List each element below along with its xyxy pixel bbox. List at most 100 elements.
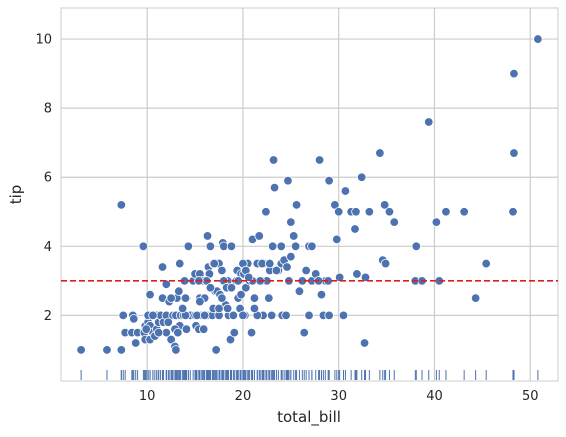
data-point bbox=[130, 338, 141, 348]
data-point bbox=[249, 293, 260, 303]
data-point bbox=[173, 327, 183, 338]
data-point bbox=[261, 207, 271, 217]
data-point bbox=[209, 258, 219, 269]
data-point bbox=[246, 327, 257, 338]
data-point bbox=[334, 272, 345, 283]
data-point bbox=[76, 345, 86, 355]
data-point bbox=[324, 175, 334, 186]
data-point bbox=[364, 207, 375, 217]
data-points bbox=[76, 34, 543, 355]
data-point bbox=[276, 241, 286, 252]
data-point bbox=[195, 296, 205, 307]
data-point bbox=[174, 286, 184, 296]
data-point bbox=[459, 207, 469, 217]
x-tick-label: 40 bbox=[426, 389, 443, 404]
data-point bbox=[138, 241, 149, 252]
data-point bbox=[286, 251, 296, 262]
data-point bbox=[181, 324, 192, 334]
y-tick-labels: 2 4 6 8 10 bbox=[35, 33, 52, 324]
plot-background bbox=[60, 7, 559, 382]
data-point bbox=[264, 293, 274, 303]
data-point bbox=[350, 224, 360, 234]
data-point bbox=[352, 269, 362, 279]
data-point bbox=[283, 175, 293, 186]
data-point bbox=[508, 207, 518, 217]
data-point bbox=[360, 272, 371, 283]
data-point bbox=[301, 265, 311, 276]
data-point bbox=[509, 68, 519, 79]
data-point bbox=[294, 286, 305, 296]
data-point bbox=[236, 289, 246, 300]
data-point bbox=[431, 217, 442, 227]
y-axis-label: tip bbox=[7, 185, 25, 205]
data-point bbox=[228, 310, 239, 321]
data-point bbox=[183, 241, 194, 252]
data-point bbox=[481, 258, 491, 269]
data-point bbox=[375, 148, 385, 158]
data-point bbox=[222, 303, 233, 314]
data-point bbox=[424, 117, 434, 127]
data-point bbox=[217, 293, 227, 303]
data-point bbox=[334, 207, 344, 217]
data-point bbox=[198, 324, 209, 334]
data-point bbox=[217, 265, 227, 276]
data-point bbox=[175, 258, 185, 269]
data-point bbox=[269, 182, 280, 193]
data-point bbox=[102, 345, 112, 355]
data-point bbox=[281, 310, 291, 321]
data-point bbox=[338, 310, 349, 321]
data-point bbox=[180, 293, 191, 303]
data-point bbox=[148, 310, 158, 321]
data-point bbox=[243, 272, 254, 283]
data-point bbox=[157, 262, 168, 272]
data-point bbox=[205, 283, 216, 293]
data-point bbox=[332, 234, 342, 245]
data-point bbox=[161, 279, 172, 289]
data-point bbox=[141, 324, 151, 334]
data-point bbox=[118, 310, 128, 321]
data-point bbox=[356, 172, 367, 182]
data-point bbox=[229, 327, 240, 338]
y-tick-label: 2 bbox=[44, 309, 52, 324]
data-point bbox=[116, 345, 127, 355]
data-point bbox=[411, 241, 421, 252]
rug-marks bbox=[80, 370, 539, 380]
y-tick-label: 10 bbox=[35, 33, 52, 48]
data-point bbox=[211, 345, 221, 355]
data-point bbox=[238, 310, 248, 321]
data-point bbox=[266, 310, 277, 321]
data-point bbox=[351, 207, 361, 217]
data-point bbox=[291, 200, 302, 210]
data-point bbox=[249, 303, 260, 314]
data-point bbox=[307, 241, 317, 252]
data-point bbox=[533, 34, 543, 44]
data-point bbox=[271, 265, 282, 276]
data-point bbox=[441, 207, 451, 217]
data-point bbox=[389, 217, 399, 227]
x-tick-label: 50 bbox=[522, 389, 539, 404]
data-point bbox=[166, 293, 176, 303]
data-point bbox=[340, 186, 351, 196]
data-point bbox=[129, 314, 139, 324]
data-point bbox=[324, 310, 334, 321]
data-point bbox=[145, 289, 155, 300]
data-point bbox=[282, 262, 292, 272]
data-point bbox=[226, 283, 237, 293]
data-point bbox=[205, 241, 216, 252]
data-point bbox=[265, 258, 275, 269]
data-point bbox=[316, 289, 327, 300]
data-point bbox=[380, 258, 391, 269]
x-tick-label: 10 bbox=[139, 389, 156, 404]
data-point bbox=[202, 231, 213, 241]
y-tick-label: 4 bbox=[44, 240, 52, 255]
data-point bbox=[299, 327, 309, 338]
data-point bbox=[509, 148, 519, 158]
data-point bbox=[199, 310, 210, 321]
x-axis-label: total_bill bbox=[277, 408, 341, 427]
data-point bbox=[359, 338, 370, 348]
x-tick-label: 30 bbox=[330, 389, 347, 404]
data-point bbox=[163, 317, 173, 327]
data-point bbox=[470, 293, 481, 303]
y-tick-label: 6 bbox=[44, 171, 52, 186]
data-point bbox=[314, 155, 325, 165]
